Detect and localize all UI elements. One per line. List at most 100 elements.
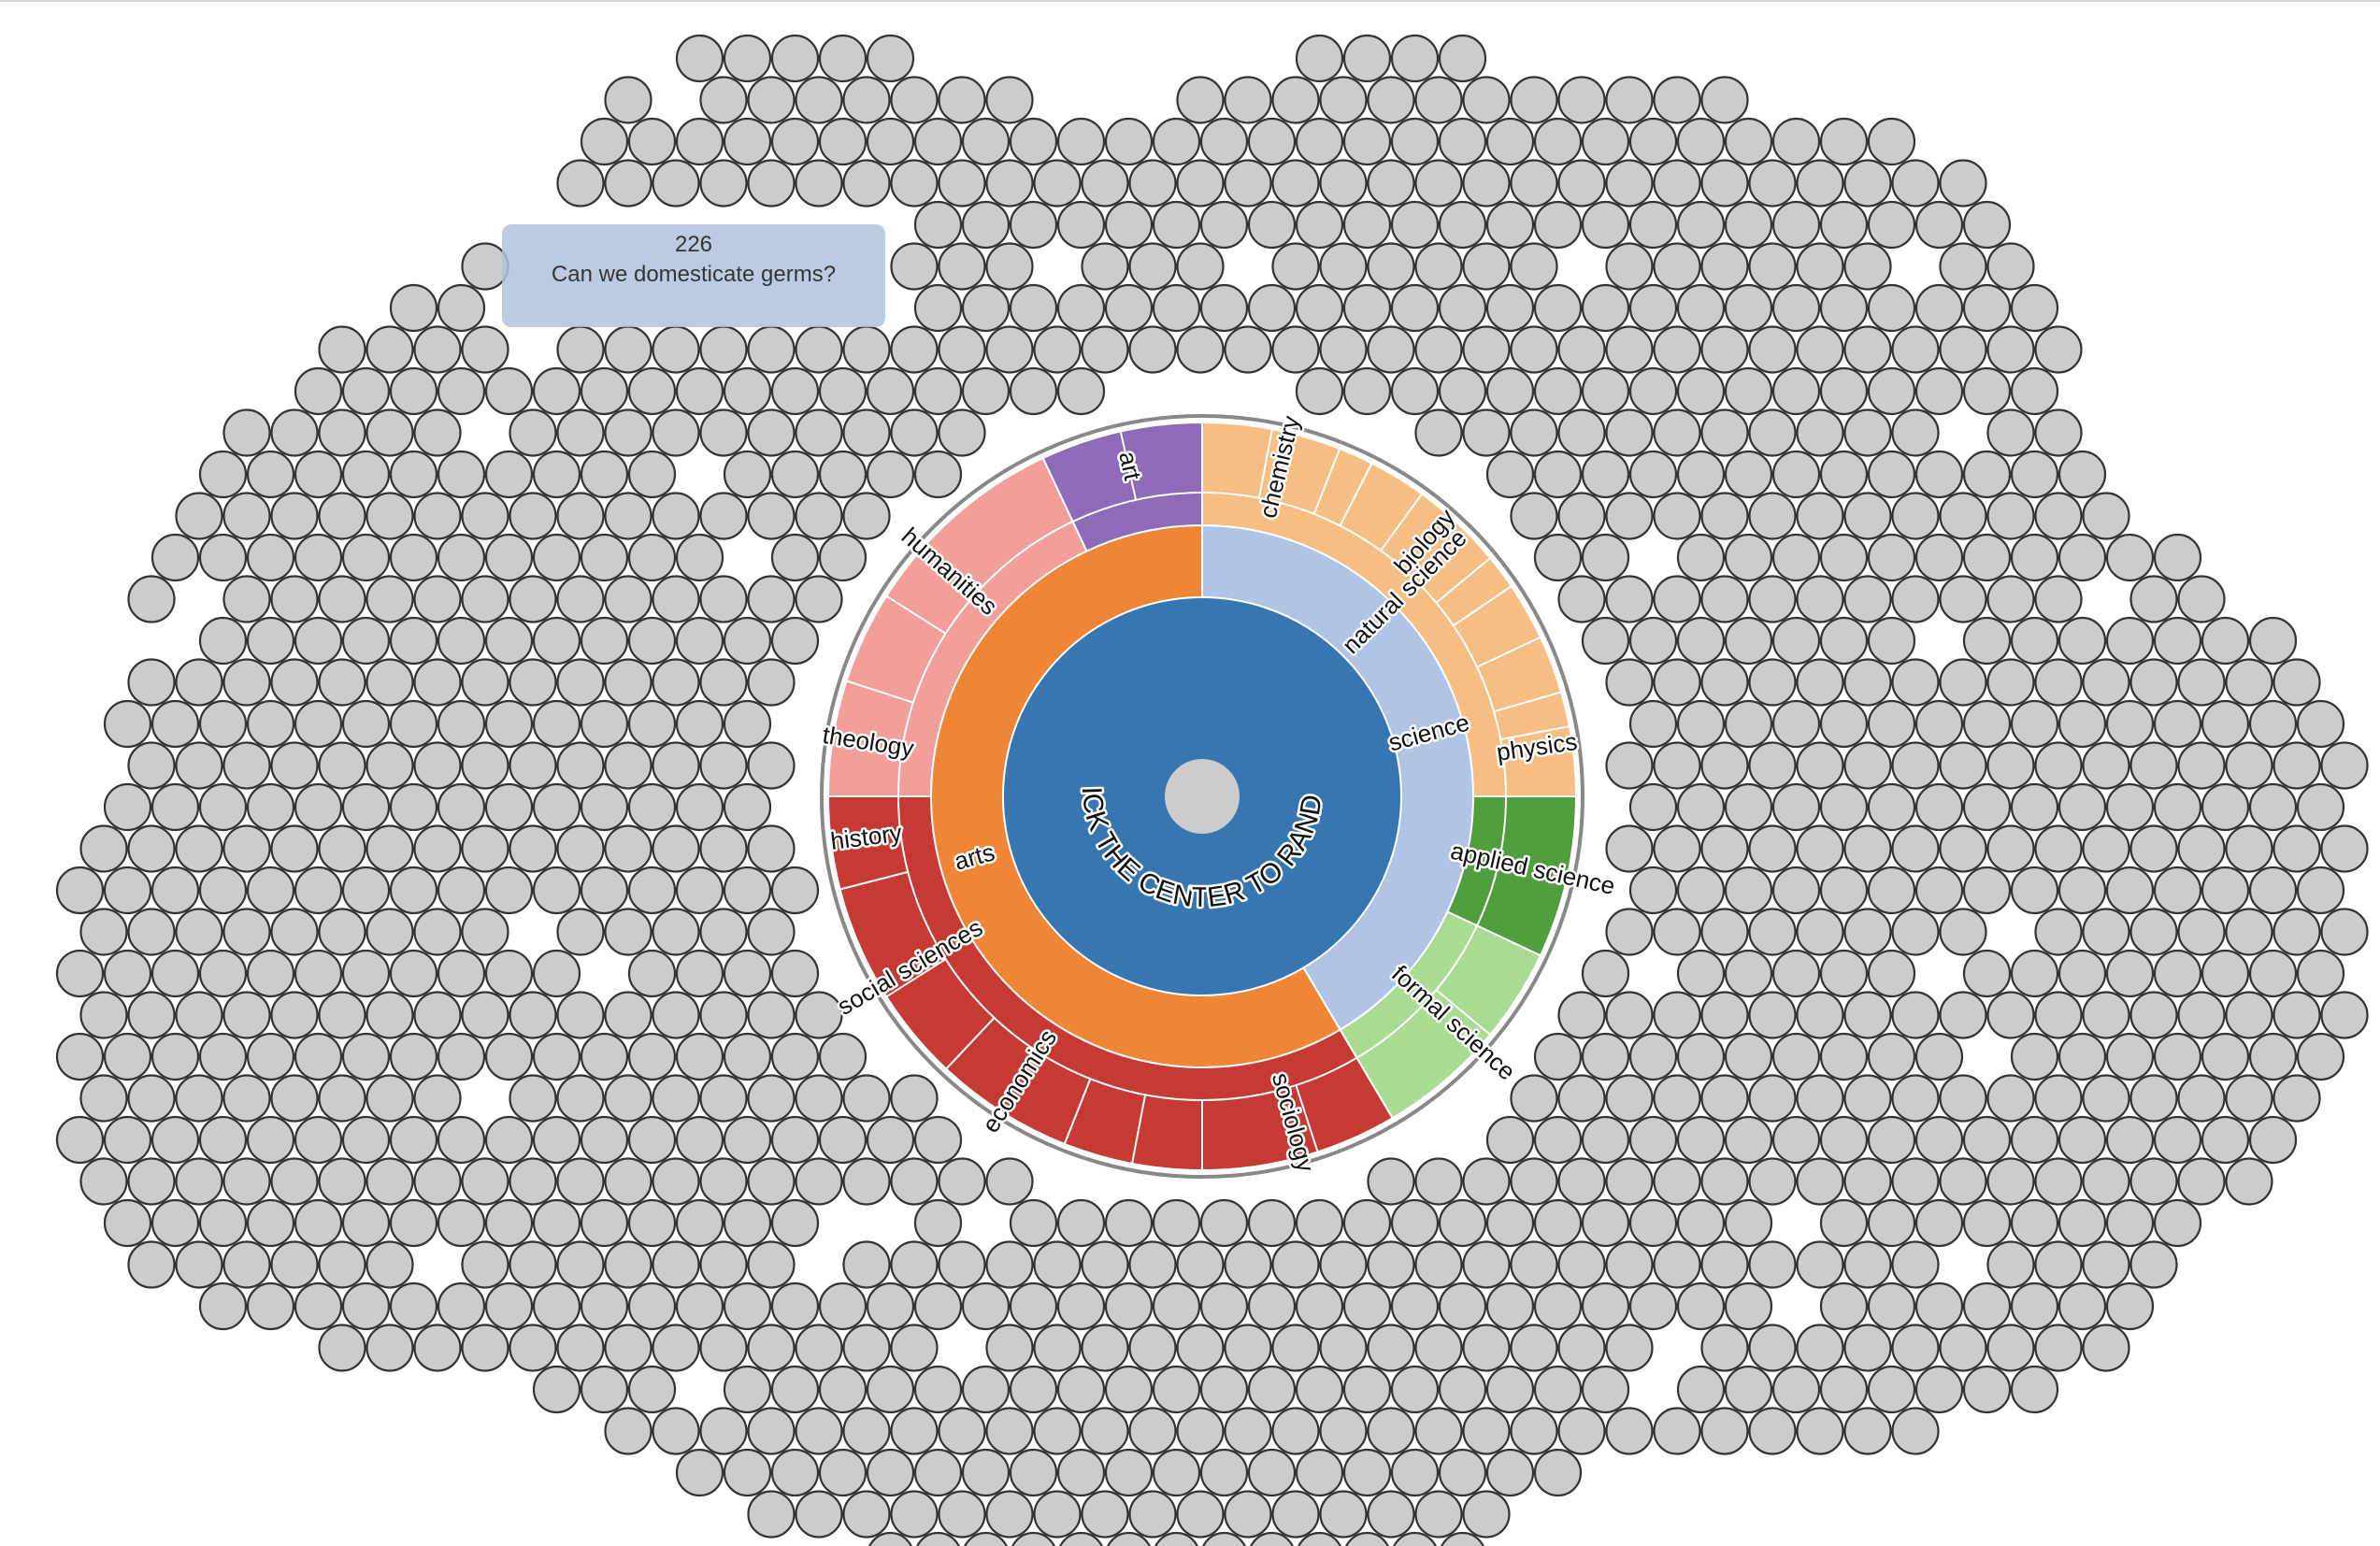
question-bubble[interactable] — [484, 1032, 534, 1081]
question-bubble[interactable] — [1510, 408, 1558, 457]
question-bubble[interactable] — [2320, 991, 2369, 1039]
question-bubble[interactable] — [1605, 1157, 1654, 1206]
question-bubble[interactable] — [55, 866, 105, 915]
question-bubble[interactable] — [652, 991, 700, 1039]
question-bubble[interactable] — [723, 782, 772, 832]
question-bubble[interactable] — [842, 1074, 891, 1123]
question-bubble[interactable] — [1939, 1157, 1987, 1206]
question-bubble[interactable] — [1342, 1448, 1392, 1497]
question-bubble[interactable] — [461, 658, 509, 707]
question-bubble[interactable] — [652, 658, 700, 707]
question-bubble[interactable] — [1891, 1407, 1940, 1455]
question-bubble[interactable] — [652, 325, 700, 374]
question-bubble[interactable] — [294, 366, 343, 416]
question-bubble[interactable] — [1295, 366, 1344, 416]
question-bubble[interactable] — [1939, 1324, 1987, 1372]
question-bubble[interactable] — [2272, 741, 2321, 790]
question-bubble[interactable] — [1390, 200, 1440, 250]
question-bubble[interactable] — [1867, 1198, 1916, 1248]
question-bubble[interactable] — [341, 1281, 391, 1331]
question-bubble[interactable] — [2010, 782, 2059, 832]
question-bubble[interactable] — [1367, 1324, 1415, 1372]
question-bubble[interactable] — [1914, 782, 1964, 832]
question-bubble[interactable] — [1557, 991, 1606, 1039]
question-bubble[interactable] — [1867, 200, 1916, 250]
question-bubble[interactable] — [1796, 1074, 1844, 1123]
question-bubble[interactable] — [318, 1074, 366, 1123]
question-bubble[interactable] — [1819, 117, 1869, 166]
question-bubble[interactable] — [699, 908, 748, 956]
question-bubble[interactable] — [198, 1115, 248, 1165]
question-bubble[interactable] — [556, 408, 605, 457]
question-bubble[interactable] — [1676, 1115, 1726, 1165]
question-bubble[interactable] — [818, 1448, 867, 1497]
question-bubble[interactable] — [2248, 866, 2298, 915]
question-bubble[interactable] — [1176, 242, 1225, 291]
question-bubble[interactable] — [675, 117, 724, 166]
question-bubble[interactable] — [270, 991, 319, 1039]
question-bubble[interactable] — [1891, 1157, 1940, 1206]
question-bubble[interactable] — [842, 1407, 891, 1455]
question-bubble[interactable] — [389, 866, 438, 915]
question-bubble[interactable] — [1819, 450, 1869, 499]
question-bubble[interactable] — [1628, 450, 1678, 499]
question-bubble[interactable] — [1485, 117, 1535, 166]
question-bubble[interactable] — [1056, 200, 1106, 250]
question-bubble[interactable] — [198, 1032, 248, 1081]
question-bubble[interactable] — [1438, 1365, 1487, 1414]
question-bubble[interactable] — [1676, 117, 1726, 166]
question-bubble[interactable] — [2057, 699, 2107, 749]
question-bubble[interactable] — [1986, 741, 2035, 790]
question-bubble[interactable] — [1628, 283, 1678, 333]
question-bubble[interactable] — [437, 366, 486, 416]
question-bubble[interactable] — [1176, 325, 1225, 374]
question-bubble[interactable] — [1342, 1365, 1392, 1414]
random-center-button[interactable] — [1165, 759, 1240, 834]
question-bubble[interactable] — [2034, 1240, 2083, 1289]
question-bubble[interactable] — [556, 325, 605, 374]
question-bubble[interactable] — [2248, 1115, 2298, 1165]
question-bubble[interactable] — [413, 908, 462, 956]
question-bubble[interactable] — [103, 949, 152, 998]
question-bubble[interactable] — [699, 408, 748, 457]
question-bubble[interactable] — [2010, 450, 2059, 499]
question-bubble[interactable] — [1462, 1407, 1511, 1455]
question-bubble[interactable] — [1867, 1032, 1916, 1081]
question-bubble[interactable] — [1033, 1407, 1082, 1455]
question-bubble[interactable] — [1533, 533, 1583, 582]
question-bubble[interactable] — [675, 34, 724, 83]
question-bubble[interactable] — [699, 1074, 748, 1123]
question-bubble[interactable] — [556, 741, 605, 790]
question-bubble[interactable] — [246, 533, 295, 582]
question-bubble[interactable] — [1367, 1407, 1415, 1455]
question-bubble[interactable] — [985, 1324, 1034, 1372]
question-bubble[interactable] — [1628, 1281, 1678, 1331]
question-bubble[interactable] — [2296, 949, 2345, 998]
question-bubble[interactable] — [437, 283, 486, 333]
question-bubble[interactable] — [175, 492, 223, 540]
question-bubble[interactable] — [1557, 159, 1606, 208]
question-bubble[interactable] — [1628, 782, 1678, 832]
question-bubble[interactable] — [484, 616, 534, 666]
question-bubble[interactable] — [1748, 242, 1797, 291]
question-bubble[interactable] — [2057, 450, 2107, 499]
question-bubble[interactable] — [389, 699, 438, 749]
question-bubble[interactable] — [1009, 1448, 1058, 1497]
question-bubble[interactable] — [1914, 533, 1964, 582]
question-bubble[interactable] — [1249, 1531, 1295, 1546]
question-bubble[interactable] — [1867, 1281, 1916, 1331]
question-bubble[interactable] — [938, 1407, 986, 1455]
question-bubble[interactable] — [818, 1115, 867, 1165]
question-bubble[interactable] — [461, 908, 509, 956]
question-bubble[interactable] — [1867, 450, 1916, 499]
question-bubble[interactable] — [1724, 1281, 1773, 1331]
question-bubble[interactable] — [747, 658, 796, 707]
question-bubble[interactable] — [1319, 242, 1368, 291]
question-bubble[interactable] — [2153, 1032, 2202, 1081]
question-bubble[interactable] — [1128, 1490, 1177, 1539]
question-bubble[interactable] — [1009, 283, 1058, 333]
question-bubble[interactable] — [1510, 242, 1558, 291]
question-bubble[interactable] — [2057, 1281, 2107, 1331]
question-bubble[interactable] — [1771, 450, 1821, 499]
question-bubble[interactable] — [1390, 1281, 1440, 1331]
